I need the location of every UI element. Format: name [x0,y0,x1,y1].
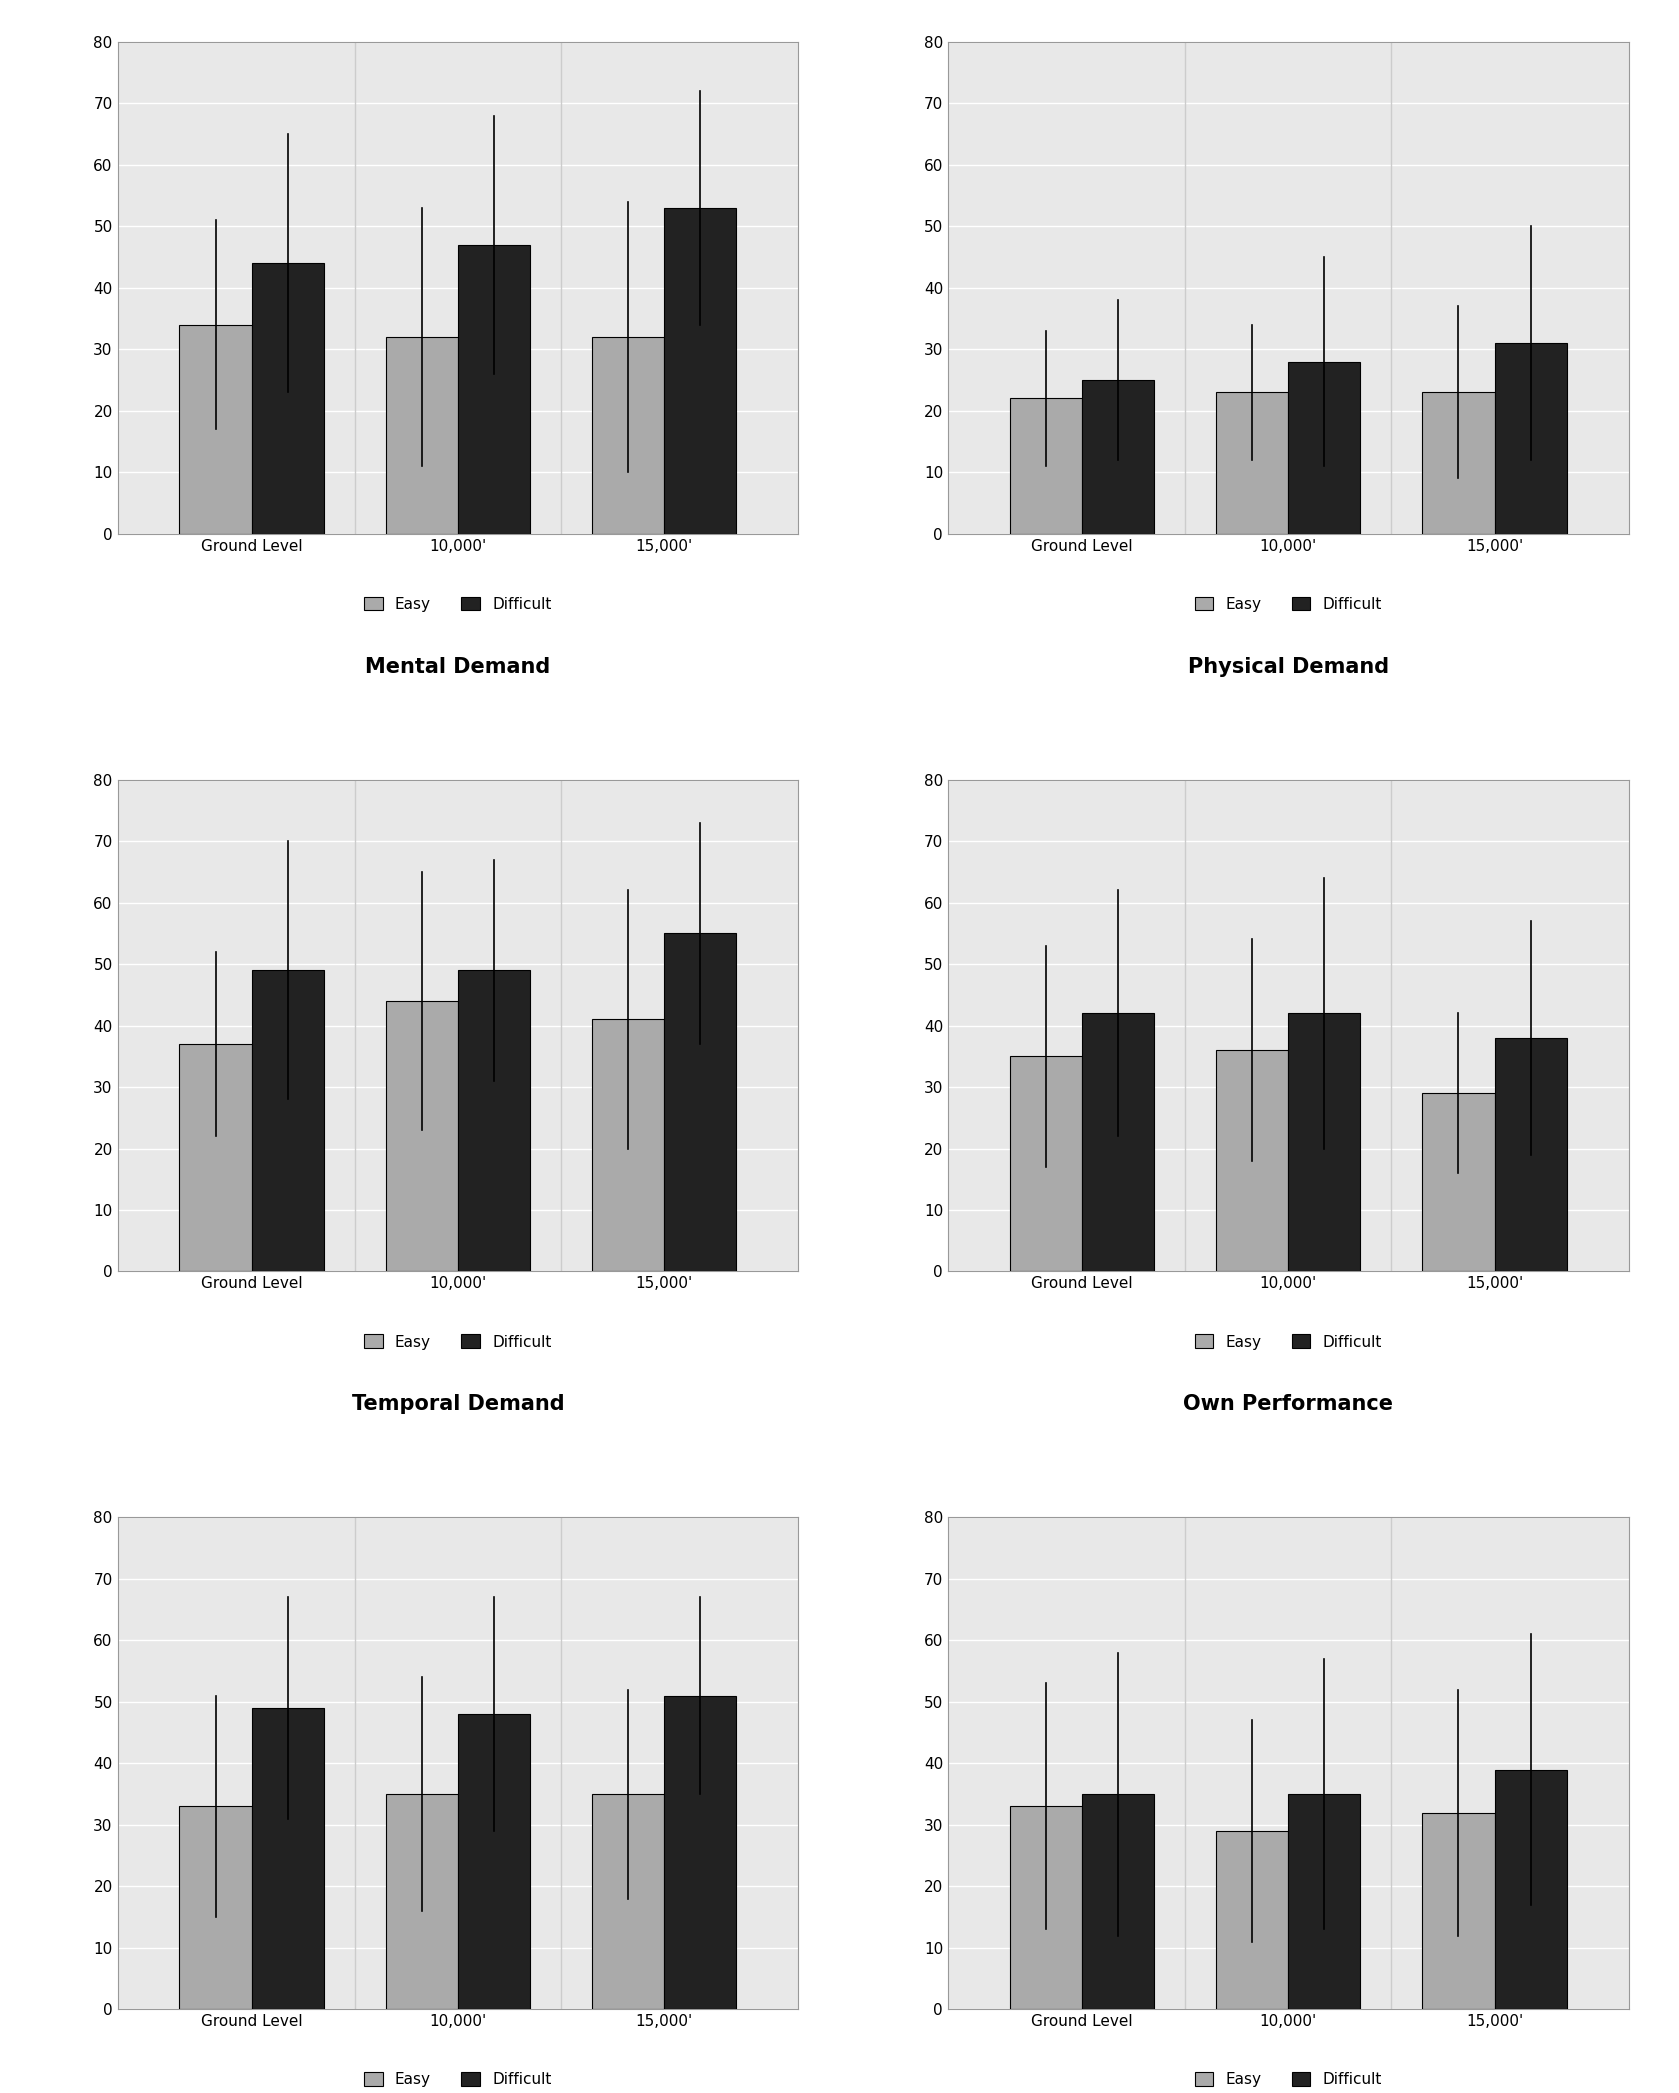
Bar [458,1714,531,2009]
Legend: Easy, Difficult: Easy, Difficult [1189,1329,1389,1356]
Bar [1009,1806,1081,2009]
Text: Temporal Demand: Temporal Demand [351,1394,564,1415]
Legend: Easy, Difficult: Easy, Difficult [1189,590,1389,617]
Bar [1081,381,1153,534]
Bar [458,971,531,1270]
Bar [1288,1013,1360,1270]
Bar [1422,1813,1494,2009]
Bar [252,1708,324,2009]
Bar [180,1044,252,1270]
Bar [1009,1057,1081,1270]
Bar [593,1019,665,1270]
Legend: Easy, Difficult: Easy, Difficult [1189,2066,1389,2093]
Bar [665,933,737,1270]
Bar [252,971,324,1270]
Bar [386,337,458,534]
Bar [1494,1769,1567,2009]
Bar [1009,398,1081,534]
Text: Physical Demand: Physical Demand [1187,657,1389,676]
Bar [1494,343,1567,534]
Bar [665,207,737,534]
Text: Mental Demand: Mental Demand [366,657,551,676]
Bar [386,1000,458,1270]
Bar [1422,1093,1494,1270]
Bar [1216,1831,1288,2009]
Bar [665,1695,737,2009]
Bar [252,264,324,534]
Bar [180,324,252,534]
Legend: Easy, Difficult: Easy, Difficult [358,590,557,617]
Bar [458,245,531,534]
Legend: Easy, Difficult: Easy, Difficult [358,1329,557,1356]
Bar [1216,1051,1288,1270]
Bar [1494,1038,1567,1270]
Bar [180,1806,252,2009]
Bar [593,1794,665,2009]
Bar [593,337,665,534]
Bar [1216,391,1288,534]
Text: Own Performance: Own Performance [1184,1394,1394,1415]
Legend: Easy, Difficult: Easy, Difficult [358,2066,557,2093]
Bar [386,1794,458,2009]
Bar [1081,1013,1153,1270]
Bar [1081,1794,1153,2009]
Bar [1288,1794,1360,2009]
Bar [1422,391,1494,534]
Bar [1288,362,1360,534]
